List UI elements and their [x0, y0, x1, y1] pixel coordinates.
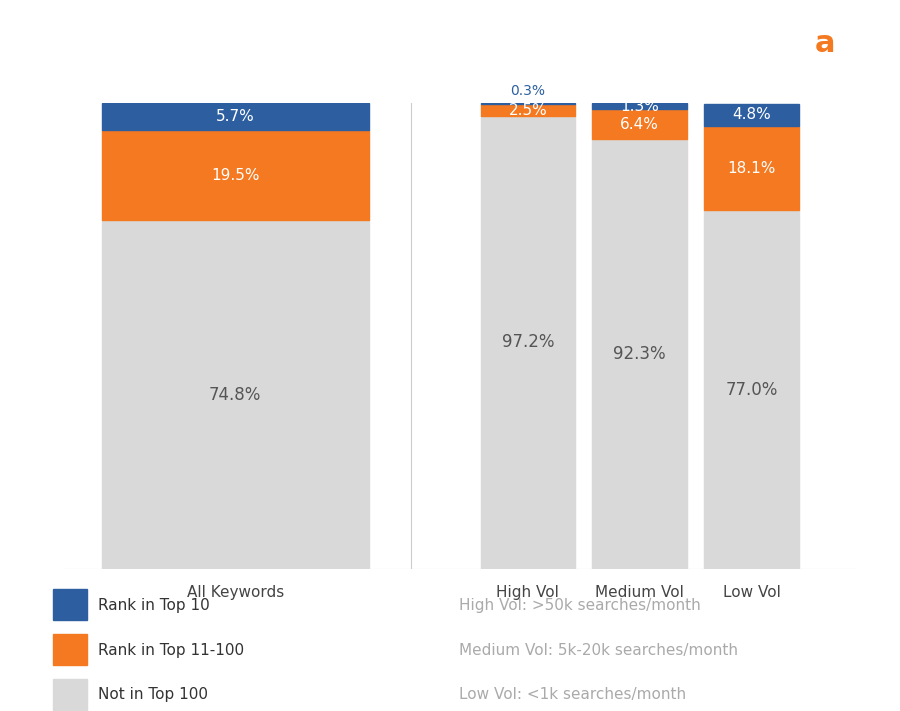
- Bar: [481, 103, 575, 105]
- Bar: [102, 103, 369, 129]
- Bar: [705, 210, 799, 569]
- Bar: [592, 139, 687, 569]
- Bar: [705, 126, 799, 210]
- Text: 92.3%: 92.3%: [614, 345, 666, 363]
- Text: Rank in Top 10: Rank in Top 10: [98, 598, 210, 613]
- Text: Ranking performance of pages within 1 year from “first seen”: Ranking performance of pages within 1 ye…: [27, 34, 736, 53]
- Text: High Vol: High Vol: [497, 585, 559, 600]
- Text: Low Vol: <1k searches/month: Low Vol: <1k searches/month: [459, 688, 686, 702]
- Text: 6.4%: 6.4%: [620, 117, 659, 132]
- Text: 0.3%: 0.3%: [510, 83, 545, 97]
- Bar: [592, 103, 687, 109]
- Bar: [102, 129, 369, 220]
- Text: High Vol: >50k searches/month: High Vol: >50k searches/month: [459, 598, 700, 613]
- Bar: [52, 678, 86, 710]
- Text: a: a: [814, 29, 835, 58]
- Text: 1.3%: 1.3%: [620, 99, 659, 114]
- Text: Low Vol: Low Vol: [723, 585, 780, 600]
- Bar: [481, 105, 575, 116]
- Text: Medium Vol: Medium Vol: [595, 585, 684, 600]
- Text: 2.5%: 2.5%: [508, 103, 547, 118]
- Text: 4.8%: 4.8%: [733, 107, 771, 122]
- Text: Not in Top 100: Not in Top 100: [98, 688, 208, 702]
- Text: hrefs: hrefs: [835, 29, 900, 58]
- Text: 97.2%: 97.2%: [501, 333, 554, 351]
- Text: 74.8%: 74.8%: [209, 385, 261, 404]
- Bar: [52, 634, 86, 665]
- Text: Medium Vol: 5k-20k searches/month: Medium Vol: 5k-20k searches/month: [459, 643, 738, 658]
- Bar: [52, 589, 86, 621]
- Text: All Keywords: All Keywords: [186, 585, 284, 600]
- Bar: [705, 104, 799, 126]
- Text: 19.5%: 19.5%: [211, 168, 259, 183]
- Bar: [592, 109, 687, 139]
- Bar: [102, 220, 369, 569]
- Text: 5.7%: 5.7%: [216, 109, 255, 124]
- Text: 77.0%: 77.0%: [725, 380, 778, 398]
- Text: 18.1%: 18.1%: [727, 161, 776, 176]
- Text: Rank in Top 11-100: Rank in Top 11-100: [98, 643, 244, 658]
- Bar: [481, 116, 575, 569]
